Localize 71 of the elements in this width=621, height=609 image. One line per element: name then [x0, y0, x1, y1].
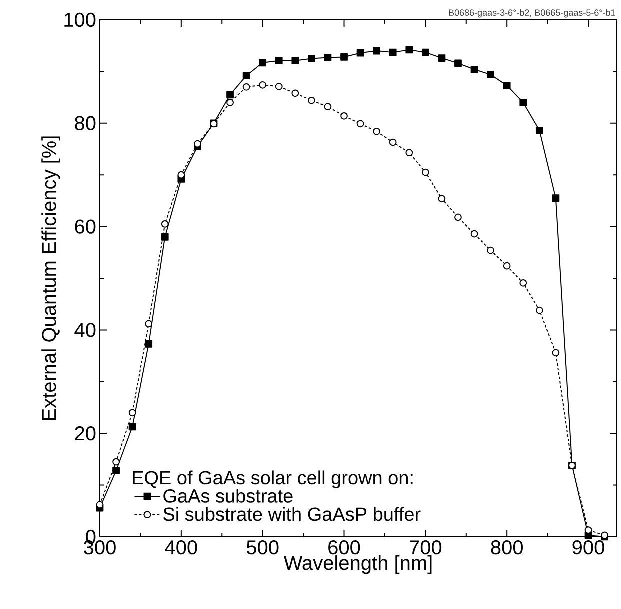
point [422, 168, 430, 176]
point [340, 112, 348, 120]
point [536, 306, 544, 314]
point [406, 46, 414, 54]
point [520, 279, 528, 287]
point [584, 526, 592, 534]
x-tick-label: 800 [491, 540, 523, 555]
x-tick-label: 600 [328, 540, 360, 555]
point [259, 81, 267, 89]
point [161, 233, 169, 241]
point [373, 47, 381, 55]
point [356, 49, 364, 57]
y-tick-label: 60 [75, 220, 96, 234]
point [503, 82, 511, 90]
point [389, 138, 397, 146]
point [242, 84, 250, 91]
point [373, 128, 381, 136]
y-tick-label: 80 [75, 116, 96, 130]
point [536, 126, 544, 134]
point [194, 140, 202, 148]
point [292, 57, 300, 65]
point [503, 262, 511, 270]
point [552, 194, 560, 202]
point [487, 71, 494, 78]
point [112, 458, 120, 466]
x-axis-title: Wavelength [nm] [284, 556, 432, 574]
point [487, 246, 494, 254]
point [324, 103, 332, 111]
point [406, 149, 414, 157]
point [96, 501, 104, 509]
point [356, 120, 364, 128]
point [470, 230, 478, 238]
point [470, 66, 478, 74]
point [454, 60, 462, 68]
point [275, 83, 283, 90]
point [308, 55, 316, 62]
legend-label: GaAs substrate [164, 488, 293, 503]
point [552, 349, 560, 357]
point [112, 467, 120, 475]
text: B0686-gaas-3-6°-b2, B0665-gaas-5-6°-b1 [449, 9, 616, 18]
point [161, 220, 169, 228]
x-tick-label: 500 [246, 540, 279, 555]
y-axis-title: External Quantum Efficiency [%] [42, 136, 60, 420]
point [438, 54, 446, 62]
point [226, 99, 234, 106]
y-tick-label: 100 [64, 12, 96, 28]
point [145, 340, 153, 348]
point [145, 320, 153, 328]
legend-label: Si substrate with GaAsP buffer [164, 507, 421, 522]
point [226, 91, 234, 99]
point [454, 214, 462, 222]
x-tick-label: 700 [410, 540, 442, 555]
point [275, 57, 283, 65]
point [242, 72, 250, 80]
point [259, 59, 267, 67]
legend-title: EQE of GaAs solar cell grown on: [133, 470, 413, 488]
point [340, 54, 348, 61]
y-tick-label: 20 [75, 426, 96, 441]
point [520, 99, 528, 106]
y-tick-label: 40 [74, 323, 96, 338]
point [308, 96, 316, 104]
point [128, 423, 136, 431]
point [422, 48, 430, 56]
point [438, 195, 446, 203]
x-tick-label: 400 [165, 540, 198, 555]
point [292, 90, 300, 98]
point [324, 54, 332, 62]
point [178, 171, 186, 179]
point [128, 409, 136, 417]
x-tick-label: 900 [572, 540, 604, 555]
point [389, 48, 397, 56]
